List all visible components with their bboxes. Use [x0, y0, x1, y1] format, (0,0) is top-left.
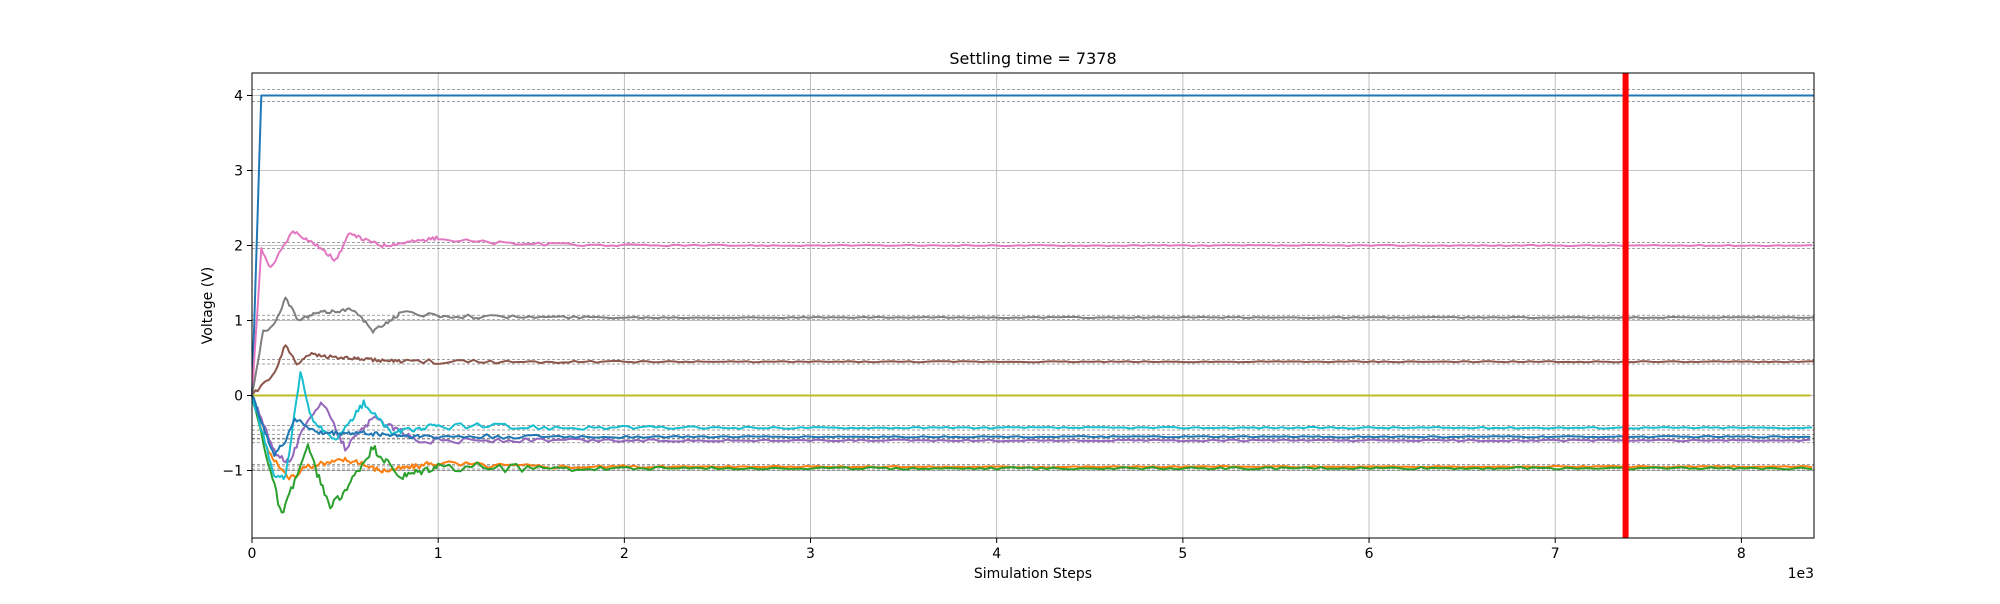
- x-tick-label: 4: [992, 546, 1001, 562]
- x-tick-label: 0: [248, 546, 257, 562]
- x-tick-label: 1: [434, 546, 443, 562]
- series-lines: [251, 94, 1815, 514]
- series-line-8: [251, 296, 1815, 396]
- series-line-10: [251, 371, 1813, 480]
- x-axis-label: Simulation Steps: [974, 566, 1092, 582]
- chart-title: Settling time = 7378: [949, 49, 1116, 68]
- y-tick-label: 4: [234, 89, 243, 105]
- x-axis-offset-text: 1e3: [1788, 566, 1814, 582]
- series-line-11: [251, 394, 1811, 457]
- x-tick-label: 2: [620, 546, 629, 562]
- series-line-7: [251, 230, 1813, 396]
- y-tick-label: 2: [234, 239, 243, 255]
- plot-frame: [251, 72, 1815, 539]
- series-line-3: [251, 395, 1813, 514]
- series-line-5: [251, 394, 1811, 464]
- x-tick-label: 6: [1365, 546, 1374, 562]
- y-axis-label: Voltage (V): [200, 267, 216, 344]
- axis-ticks: 0 1 2 3 4 5 6 7 8 −1 0 1 2 3 4: [222, 89, 1745, 563]
- series-line-6: [251, 344, 1815, 397]
- x-tick-label: 7: [1551, 546, 1560, 562]
- series-line-1: [251, 94, 1814, 396]
- x-tick-label: 3: [806, 546, 815, 562]
- y-tick-label: 0: [234, 389, 243, 405]
- y-tick-label: 1: [234, 314, 243, 330]
- x-tick-label: 5: [1178, 546, 1187, 562]
- y-tick-label: −1: [222, 464, 243, 480]
- x-tick-label: 8: [1737, 546, 1746, 562]
- y-tick-label: 3: [234, 164, 243, 180]
